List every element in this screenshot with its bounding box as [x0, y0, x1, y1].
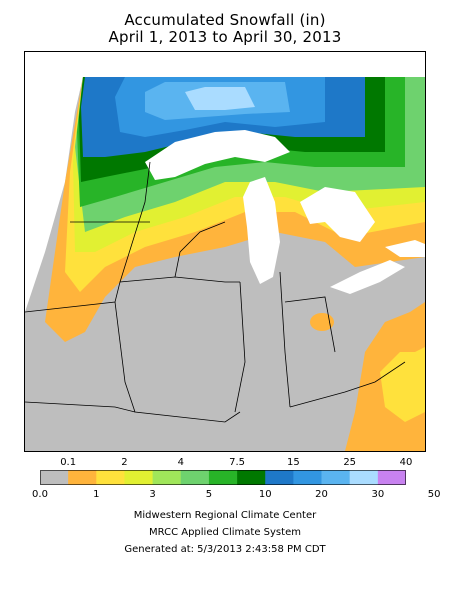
- credit-system: MRCC Applied Climate System: [149, 527, 301, 538]
- lake-ontario: [385, 240, 425, 257]
- lake-huron: [300, 187, 375, 242]
- legend-swatch: [152, 470, 182, 485]
- legend-lower-label: 1: [93, 489, 100, 500]
- legend-lower-label: 50: [427, 489, 441, 500]
- legend-swatch: [96, 470, 125, 485]
- legend-upper-label: 25: [343, 457, 357, 468]
- legend: 0.1 2 4 7.5 15 25 40 0.0 1 3 5 10 20 30 50: [0, 455, 450, 505]
- legend-lower-label: 30: [371, 489, 385, 500]
- legend-lower-label: 3: [149, 489, 156, 500]
- legend-swatch: [124, 470, 153, 485]
- legend-swatch: [237, 470, 266, 485]
- legend-upper-label: 2: [121, 457, 128, 468]
- legend-lower-label: 20: [315, 489, 328, 500]
- legend-swatch: [293, 470, 322, 485]
- snowfall-map: [24, 51, 426, 452]
- legend-swatch: [349, 470, 379, 485]
- legend-upper-label: 4: [177, 457, 184, 468]
- legend-swatch: [180, 470, 210, 485]
- legend-swatch: [40, 470, 69, 485]
- band-40in: [185, 87, 255, 110]
- legend-upper-label: 7.5: [229, 457, 246, 468]
- legend-upper-label: 15: [287, 457, 300, 468]
- map-title: Accumulated Snowfall (in): [124, 11, 326, 29]
- legend-lower-label: 10: [258, 489, 272, 500]
- band-southeast-2in: [380, 347, 425, 422]
- credit-generated: Generated at: 5/3/2013 2:43:58 PM CDT: [124, 544, 326, 555]
- spot-ohio: [310, 313, 334, 331]
- legend-upper-label: 40: [399, 457, 413, 468]
- legend-upper-label: 0.1: [60, 457, 77, 468]
- legend-lower-label: 5: [205, 489, 213, 500]
- legend-swatch: [321, 470, 350, 485]
- map-date-range: April 1, 2013 to April 30, 2013: [108, 28, 342, 46]
- state-boundaries: [25, 161, 406, 423]
- legend-swatch: [68, 470, 97, 485]
- lake-erie: [330, 260, 405, 294]
- legend-lower-label: 0.0: [32, 489, 48, 500]
- lake-superior: [145, 130, 290, 180]
- legend-color-bar: [40, 470, 406, 485]
- credit-organization: Midwestern Regional Climate Center: [133, 510, 317, 521]
- legend-swatch: [208, 470, 238, 485]
- lake-michigan: [243, 177, 280, 284]
- legend-swatch: [377, 470, 406, 485]
- legend-swatch: [265, 470, 294, 485]
